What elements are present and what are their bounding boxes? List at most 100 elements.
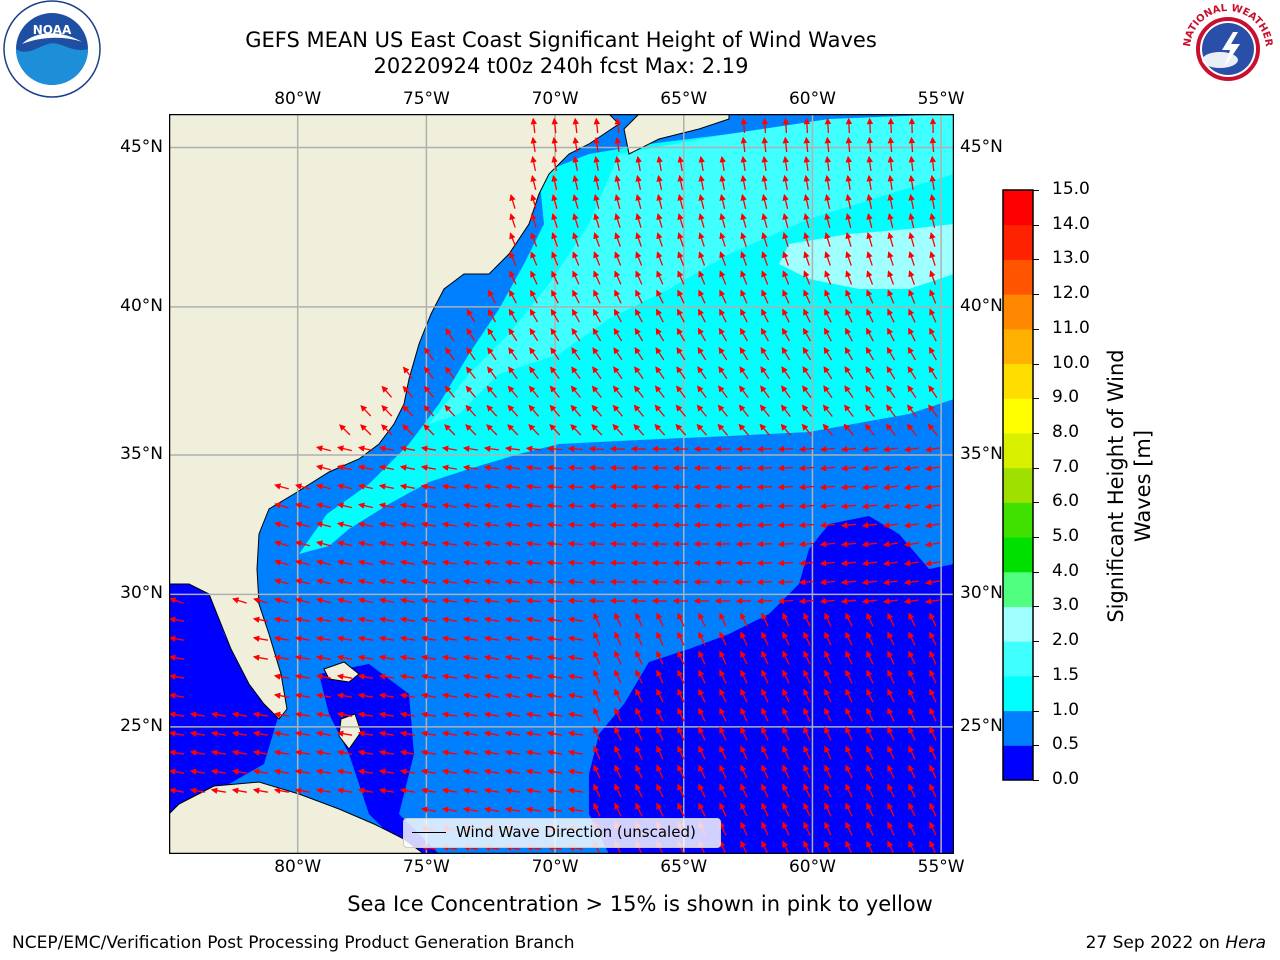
wave-direction-arrow (635, 232, 642, 247)
wave-direction-arrow (546, 673, 563, 680)
wave-direction-arrow (572, 117, 580, 134)
wave-direction-arrow (572, 194, 579, 209)
wave-direction-arrow (294, 787, 311, 794)
wave-direction-arrow (677, 802, 685, 817)
wave-direction-arrow (928, 385, 938, 399)
wave-direction-arrow (760, 385, 770, 399)
wave-direction-arrow (761, 232, 768, 247)
wave-direction-arrow (273, 768, 290, 775)
wave-direction-arrow (824, 764, 832, 779)
wave-direction-arrow (483, 597, 499, 604)
wave-direction-arrow (614, 174, 621, 190)
wave-direction-arrow (924, 541, 941, 548)
wave-direction-arrow (886, 404, 896, 417)
wave-direction-arrow (399, 692, 416, 699)
wave-direction-arrow (803, 289, 811, 304)
wave-direction-arrow (908, 821, 916, 836)
wave-direction-arrow (315, 483, 331, 490)
wave-direction-arrow (315, 464, 331, 471)
wave-direction-arrow (929, 669, 937, 684)
wave-direction-arrow (546, 787, 563, 794)
tick-label: 70°W (531, 857, 579, 877)
wave-direction-arrow (402, 404, 414, 417)
wave-direction-arrow (336, 578, 352, 585)
colorbar-segment (1003, 571, 1033, 607)
wave-direction-arrow (886, 385, 896, 399)
wave-direction-arrow (232, 597, 247, 604)
wave-direction-arrow (845, 764, 853, 779)
wave-direction-arrow (761, 802, 769, 817)
wave-direction-arrow (887, 726, 895, 741)
wave-direction-arrow (357, 502, 373, 509)
wave-direction-arrow (399, 730, 416, 737)
wave-direction-arrow (613, 308, 622, 323)
wave-direction-arrow (381, 424, 393, 436)
wave-direction-arrow (698, 612, 706, 627)
wave-direction-arrow (887, 232, 894, 247)
wave-direction-arrow (740, 707, 748, 722)
wave-direction-arrow (740, 232, 747, 247)
wave-direction-arrow (740, 193, 747, 209)
tick-label: 80°W (274, 857, 322, 877)
wave-direction-arrow (798, 464, 815, 472)
wave-direction-arrow (635, 270, 643, 285)
wave-direction-arrow (462, 711, 479, 718)
wave-direction-arrow (908, 251, 915, 266)
wave-direction-arrow (550, 327, 560, 342)
wave-direction-arrow (719, 174, 726, 191)
wave-direction-arrow (866, 308, 874, 323)
wave-direction-arrow (593, 155, 600, 172)
wave-direction-arrow (546, 483, 563, 491)
wave-direction-arrow (782, 783, 790, 798)
wave-direction-arrow (294, 578, 310, 585)
wave-direction-arrow (567, 768, 584, 775)
wave-direction-arrow (887, 155, 895, 171)
wave-direction-arrow (546, 464, 563, 472)
colorbar-tick: 1.0 (1052, 699, 1080, 720)
wave-direction-arrow (593, 745, 601, 760)
wave-direction-arrow (567, 749, 584, 756)
wave-direction-arrow (252, 616, 269, 623)
wave-direction-arrow (655, 347, 665, 361)
wave-direction-arrow (739, 366, 749, 380)
wave-direction-arrow (567, 502, 584, 510)
wave-direction-arrow (761, 174, 768, 191)
wave-direction-arrow (803, 136, 811, 153)
wave-direction-arrow (803, 764, 811, 779)
wave-direction-arrow (441, 445, 458, 452)
wave-direction-arrow (656, 232, 663, 247)
wave-direction-arrow (612, 404, 623, 417)
wave-direction-arrow (698, 631, 706, 646)
wave-direction-arrow (567, 578, 584, 586)
wave-direction-arrow (614, 251, 622, 266)
wave-direction-arrow (336, 635, 353, 642)
wave-direction-arrow (530, 251, 538, 266)
wave-direction-arrow (866, 707, 874, 722)
wave-direction-arrow (294, 616, 311, 623)
wave-direction-arrow (903, 503, 919, 510)
wave-direction-arrow (509, 270, 517, 285)
wave-direction-arrow (399, 635, 416, 642)
colorbar-segment (1003, 328, 1033, 365)
wave-direction-arrow (423, 424, 435, 436)
wave-direction-arrow (483, 521, 499, 528)
wave-direction-arrow (504, 616, 521, 623)
wave-direction-arrow (677, 308, 685, 323)
wave-direction-arrow (504, 483, 520, 491)
wave-direction-arrow (698, 155, 705, 172)
ocean-zone-1-5-2 (429, 114, 954, 424)
wave-direction-arrow (509, 194, 516, 209)
wave-direction-arrow (845, 193, 852, 209)
wave-direction-arrow (441, 635, 458, 642)
wave-direction-arrow (845, 745, 853, 760)
wave-direction-arrow (861, 445, 878, 453)
wave-direction-arrow (572, 213, 579, 228)
wave-direction-arrow (315, 445, 331, 452)
wave-direction-arrow (210, 730, 227, 737)
wave-direction-arrow (634, 327, 644, 342)
wave-direction-arrow (504, 464, 520, 472)
wave-direction-arrow (571, 327, 581, 342)
wave-direction-arrow (444, 366, 455, 379)
wave-direction-arrow (483, 540, 499, 547)
colorbar-tick: 0.0 (1052, 769, 1080, 789)
